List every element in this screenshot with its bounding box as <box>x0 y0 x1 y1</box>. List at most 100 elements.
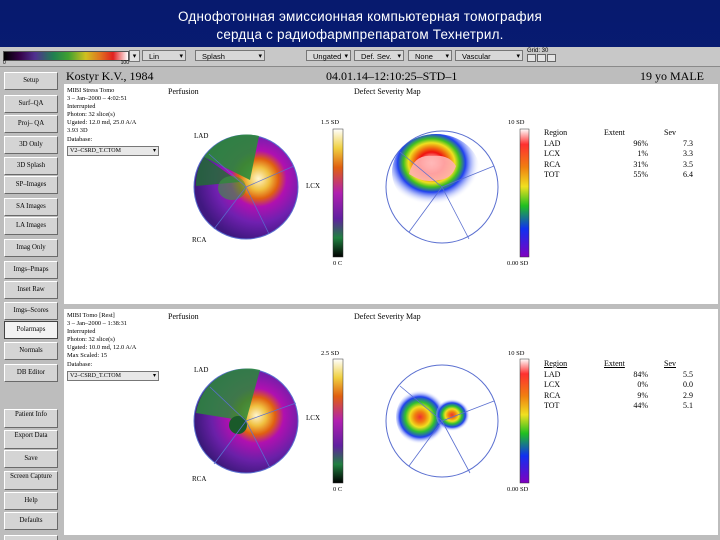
severity-cell: 3.3 <box>683 149 693 158</box>
severity-cell: 2.9 <box>683 390 693 400</box>
sidebar-button-help[interactable]: Help <box>4 492 58 510</box>
territory-select-value: Vascular <box>462 52 491 61</box>
sidebar-button-inset-raw[interactable]: Inset Raw <box>4 281 58 299</box>
overlay-select[interactable]: None ▾ <box>408 50 452 61</box>
severity-cell: 7.3 <box>683 138 693 148</box>
defect-severity-map-rest <box>385 364 499 478</box>
defect-severity-label: Defect Severity Map <box>354 312 421 321</box>
grid-label: Grid: 30 <box>527 48 549 54</box>
region-cell: LAD <box>544 369 561 379</box>
sidebar-button-defaults[interactable]: Defaults <box>4 512 58 530</box>
chevron-down-icon: ▾ <box>344 53 348 60</box>
chevron-down-icon: ▾ <box>516 53 520 60</box>
slide-title-line-1: Однофотонная эмиссионная компьютерная то… <box>177 9 543 24</box>
sidebar-button-imag-only[interactable]: Imag Only <box>4 239 58 257</box>
region-cell: LCX <box>544 380 560 389</box>
database-label: Database: <box>67 135 93 143</box>
defect-severity-label: Defect Severity Map <box>354 87 421 96</box>
rest-polar-maps: LAD LCX RCA 2.5 SD 0 C 10 SD 0.00 SD <box>192 350 530 493</box>
perfusion-polar-map-stress <box>193 134 299 240</box>
lad-label: LAD <box>194 132 208 140</box>
database-select[interactable]: V2–CSRD_T.CTOM ▾ <box>67 370 159 381</box>
palette-ticks: 0 100 <box>3 60 129 66</box>
scale-select-value: Lin <box>149 52 160 61</box>
toolbar: 0 100 ▾ Lin ▾ Splash ▾ Ungated ▾ Def. Sev. ▾… <box>0 47 720 67</box>
map-type-select[interactable]: Def. Sev. ▾ <box>354 50 404 61</box>
territory-select[interactable]: Vascular ▾ <box>455 50 523 61</box>
rca-label: RCA <box>192 475 206 483</box>
defect-scale-top: 10 SD <box>508 119 525 126</box>
sidebar-button-imgs-pmaps[interactable]: Imgs–Pmaps <box>4 261 58 279</box>
col-extent: Extent <box>604 359 625 368</box>
sidebar-button-3d-splash[interactable]: 3D Splash <box>4 157 58 175</box>
extent-cell: 0% <box>637 380 648 389</box>
palette-tick-max: 100 <box>120 60 129 66</box>
stress-study-info: MIBI Stress Tomo 3 – Jan–2000 – 4:02:51 … <box>67 87 167 156</box>
grid-option-1[interactable] <box>527 54 536 62</box>
sidebar-button-patient-info[interactable]: Patient Info <box>4 409 58 428</box>
perfusion-scale-bottom: 0 C <box>333 486 342 493</box>
grid-option-3[interactable] <box>547 54 556 62</box>
info-line: Max Scaled: 15 <box>67 352 108 360</box>
sidebar-button-sa-images[interactable]: SA Images <box>4 198 58 216</box>
database-select[interactable]: V2–CSRD_T.CTOM ▾ <box>67 145 159 156</box>
sidebar-button-export-data[interactable]: Export Data <box>4 430 58 449</box>
sidebar-button-quit[interactable]: Quit <box>4 535 58 540</box>
perfusion-label: Perfusion <box>168 87 199 96</box>
info-line: MIBI Stress Tomo <box>67 87 115 94</box>
scale-select[interactable]: Lin ▾ <box>142 50 186 61</box>
table-header-row: Region Extent Sev <box>544 128 719 139</box>
display-mode-select[interactable]: Splash ▾ <box>195 50 265 61</box>
grid-option-2[interactable] <box>537 54 546 62</box>
table-row: LCX 1% 3.3 <box>544 149 719 160</box>
sidebar-button-save[interactable]: Save <box>4 450 58 468</box>
table-row: TOT 44% 5.1 <box>544 401 719 412</box>
qps-application-window: 0 100 ▾ Lin ▾ Splash ▾ Ungated ▾ Def. Sev. ▾… <box>0 47 720 540</box>
slide-title-line-2: сердца с радиофармпрепаратом Технетрил. <box>216 27 504 42</box>
sidebar-button-surf-qa[interactable]: Surf–QA <box>4 95 58 113</box>
info-line: Interrupted <box>67 328 96 336</box>
info-line: 3 – Jan–2000 – 1:38:31 <box>67 320 127 328</box>
sidebar-button-imgs-scores[interactable]: Imgs–Scores <box>4 302 58 320</box>
defect-scale-bottom: 0.00 SD <box>507 260 529 267</box>
gating-select[interactable]: Ungated ▾ <box>306 50 351 61</box>
sidebar-button-sp-images[interactable]: SP–Images <box>4 176 58 194</box>
chevron-down-icon: ▾ <box>397 53 401 60</box>
palette-dropdown-button[interactable]: ▾ <box>129 50 140 62</box>
severity-cell: 5.5 <box>683 369 693 379</box>
sidebar-button-screen-capture[interactable]: Screen Capture <box>4 471 58 490</box>
patient-header: Kostyr K.V., 1984 04.01.14–12:10:25–STD–… <box>64 69 720 83</box>
sidebar-button-la-images[interactable]: LA Images <box>4 217 58 235</box>
sidebar-button-polarmaps[interactable]: Polarmaps <box>4 321 58 339</box>
stress-polar-maps: LAD LCX RCA 1.5 SD 0 C 10 SD 0.00 SD <box>192 119 530 267</box>
col-region: Region <box>544 128 568 137</box>
overlay-select-value: None <box>415 52 433 61</box>
info-line: Photon: 32 slice(s) <box>67 336 115 344</box>
sidebar-button-proj-qa[interactable]: Proj– QA <box>4 115 58 133</box>
rca-label: RCA <box>192 236 206 244</box>
col-sev: Sev <box>664 359 676 368</box>
col-sev: Sev <box>664 128 676 137</box>
rest-panel: MIBI Tomo [Rest] 3 – Jan–2000 – 1:38:31 … <box>64 309 718 535</box>
gating-select-value: Ungated <box>313 52 342 61</box>
sidebar-button-normals[interactable]: Normals <box>4 342 58 360</box>
database-label: Database: <box>67 360 93 368</box>
color-palette-bar[interactable] <box>3 51 129 61</box>
defect-color-scale <box>519 358 530 484</box>
extent-cell: 84% <box>633 369 648 379</box>
region-cell: TOT <box>544 170 560 179</box>
sidebar-button-3d-only[interactable]: 3D Only <box>4 136 58 154</box>
region-cell: TOT <box>544 401 560 410</box>
extent-cell: 44% <box>633 401 648 410</box>
perfusion-color-scale <box>332 128 344 258</box>
info-line: Ugated: 10.0 md, 12.0 A/A <box>67 344 137 352</box>
perfusion-color-scale <box>332 358 344 484</box>
grid-control[interactable]: Grid: 30 <box>527 48 557 64</box>
table-row: RCA 31% 3.5 <box>544 160 719 171</box>
region-cell: RCA <box>544 159 561 169</box>
sidebar-button-db-editor[interactable]: DB Editor <box>4 364 58 382</box>
sidebar-button-setup[interactable]: Setup <box>4 72 58 90</box>
palette-tick-min: 0 <box>3 60 6 66</box>
perfusion-label: Perfusion <box>168 312 199 321</box>
chevron-down-icon: ▾ <box>179 53 183 60</box>
